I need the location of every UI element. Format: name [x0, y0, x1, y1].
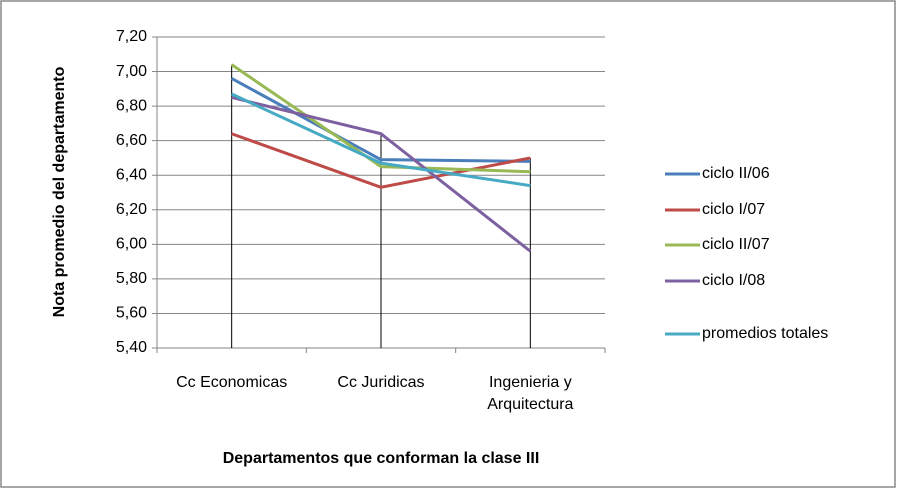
- series-line: [230, 77, 531, 163]
- y-tick-label: 5,80: [116, 270, 147, 287]
- legend-label: ciclo II/07: [702, 236, 770, 253]
- y-axis-title: Nota promedio del departamento: [51, 66, 68, 317]
- series-line: [230, 63, 531, 174]
- legend-label: ciclo II/06: [702, 165, 770, 182]
- y-tick-label: 6,20: [116, 201, 147, 218]
- legend-label: ciclo I/08: [702, 272, 765, 289]
- y-tick-label: 7,20: [116, 28, 147, 45]
- y-tick-label: 6,00: [116, 236, 147, 253]
- x-tick-label: Ingenieria y Arquitectura: [487, 374, 574, 413]
- y-tick-label: 5,40: [116, 339, 147, 356]
- series-line: [231, 96, 532, 253]
- series-line: [231, 92, 531, 188]
- legend-label: promedios totales: [702, 325, 828, 342]
- legend-label: ciclo I/07: [702, 201, 765, 218]
- y-tick-label: 7,00: [116, 63, 147, 80]
- y-tick-label: 5,60: [116, 305, 147, 322]
- x-axis-title: Departamentos que conforman la clase III: [223, 450, 540, 467]
- series-line: [231, 132, 531, 189]
- y-tick-label: 6,80: [116, 97, 147, 114]
- x-tick-label: Cc Juridicas: [337, 374, 425, 391]
- x-tick-label: Cc Economicas: [176, 374, 288, 391]
- y-tick-label: 6,60: [116, 132, 147, 149]
- y-tick-label: 6,40: [116, 166, 147, 183]
